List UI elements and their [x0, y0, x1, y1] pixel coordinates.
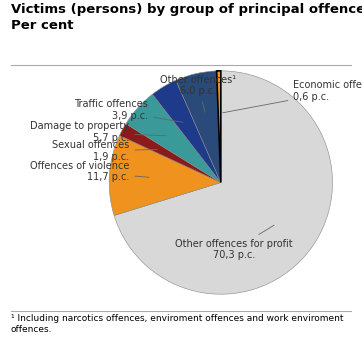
Wedge shape: [109, 135, 221, 216]
Wedge shape: [126, 94, 221, 183]
Text: Damage to property
5,7 p.c.: Damage to property 5,7 p.c.: [30, 121, 167, 143]
Text: Victims (persons) by group of principal offence. 2007.
Per cent: Victims (persons) by group of principal …: [11, 3, 362, 32]
Text: Economic offences
0,6 p.c.: Economic offences 0,6 p.c.: [223, 80, 362, 113]
Text: ¹ Including narcotics offences, enviroment offences and work enviroment
offences: ¹ Including narcotics offences, envirome…: [11, 314, 344, 334]
Wedge shape: [216, 71, 221, 183]
Text: Offences of violence
11,7 p.c.: Offences of violence 11,7 p.c.: [30, 160, 149, 182]
Text: Other offences¹
6,0 p.c.: Other offences¹ 6,0 p.c.: [160, 74, 236, 112]
Wedge shape: [152, 80, 221, 183]
Wedge shape: [114, 71, 333, 294]
Text: Traffic offences
3,9 p.c.: Traffic offences 3,9 p.c.: [74, 99, 183, 122]
Wedge shape: [176, 71, 221, 183]
Text: Other offences for profit
70,3 p.c.: Other offences for profit 70,3 p.c.: [176, 225, 293, 260]
Wedge shape: [119, 124, 221, 183]
Text: Sexual offences
1,9 p.c.: Sexual offences 1,9 p.c.: [52, 140, 157, 162]
